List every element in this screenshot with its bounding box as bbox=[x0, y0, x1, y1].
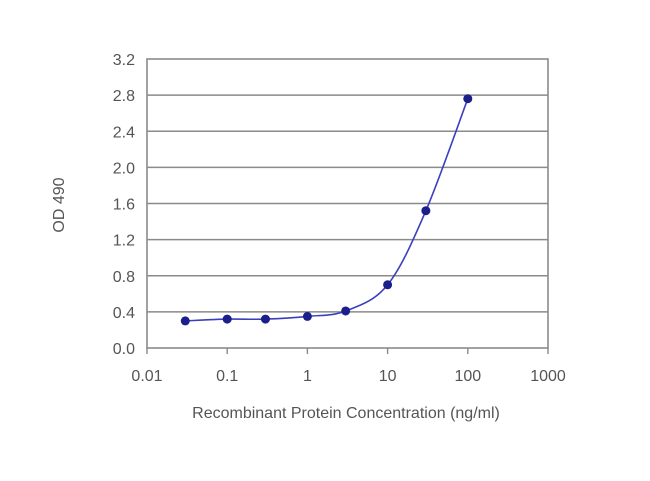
data-point bbox=[383, 280, 393, 290]
x-axis-title: Recombinant Protein Concentration (ng/ml… bbox=[192, 405, 500, 422]
plot-frame bbox=[146, 58, 549, 354]
data-point bbox=[341, 306, 351, 316]
data-point bbox=[421, 206, 431, 216]
x-tick-label: 100 bbox=[454, 368, 481, 385]
y-tick-label: 2.8 bbox=[113, 88, 135, 105]
y-axis-title: OD 490 bbox=[51, 177, 68, 232]
plot-border bbox=[146, 58, 549, 349]
y-tick-label: 3.2 bbox=[113, 52, 135, 69]
x-tick-labels: 0.01 0.1 1 10 100 1000 bbox=[131, 368, 565, 385]
x-tick-label: 0.01 bbox=[131, 368, 162, 385]
data-point bbox=[463, 94, 473, 104]
data-point bbox=[180, 316, 190, 326]
grid-lines bbox=[147, 94, 548, 313]
x-tick-label: 1 bbox=[303, 368, 312, 385]
data-point bbox=[260, 314, 270, 324]
x-tick-label: 0.1 bbox=[216, 368, 238, 385]
y-tick-label: 1.6 bbox=[113, 197, 135, 214]
x-tick-label: 10 bbox=[379, 368, 397, 385]
y-tick-label: 0.4 bbox=[113, 305, 135, 322]
y-tick-label: 0.8 bbox=[113, 269, 135, 286]
y-tick-label: 2.4 bbox=[113, 124, 135, 141]
data-point bbox=[302, 311, 312, 321]
y-tick-label: 0.0 bbox=[113, 341, 135, 358]
data-points bbox=[180, 94, 473, 326]
data-point bbox=[222, 314, 232, 324]
x-tick-label: 1000 bbox=[530, 368, 566, 385]
y-tick-label: 2.0 bbox=[113, 160, 135, 177]
y-tick-label: 1.2 bbox=[113, 233, 135, 250]
y-tick-labels: 0.0 0.4 0.8 1.2 1.6 2.0 2.4 2.8 3.2 bbox=[113, 52, 135, 358]
